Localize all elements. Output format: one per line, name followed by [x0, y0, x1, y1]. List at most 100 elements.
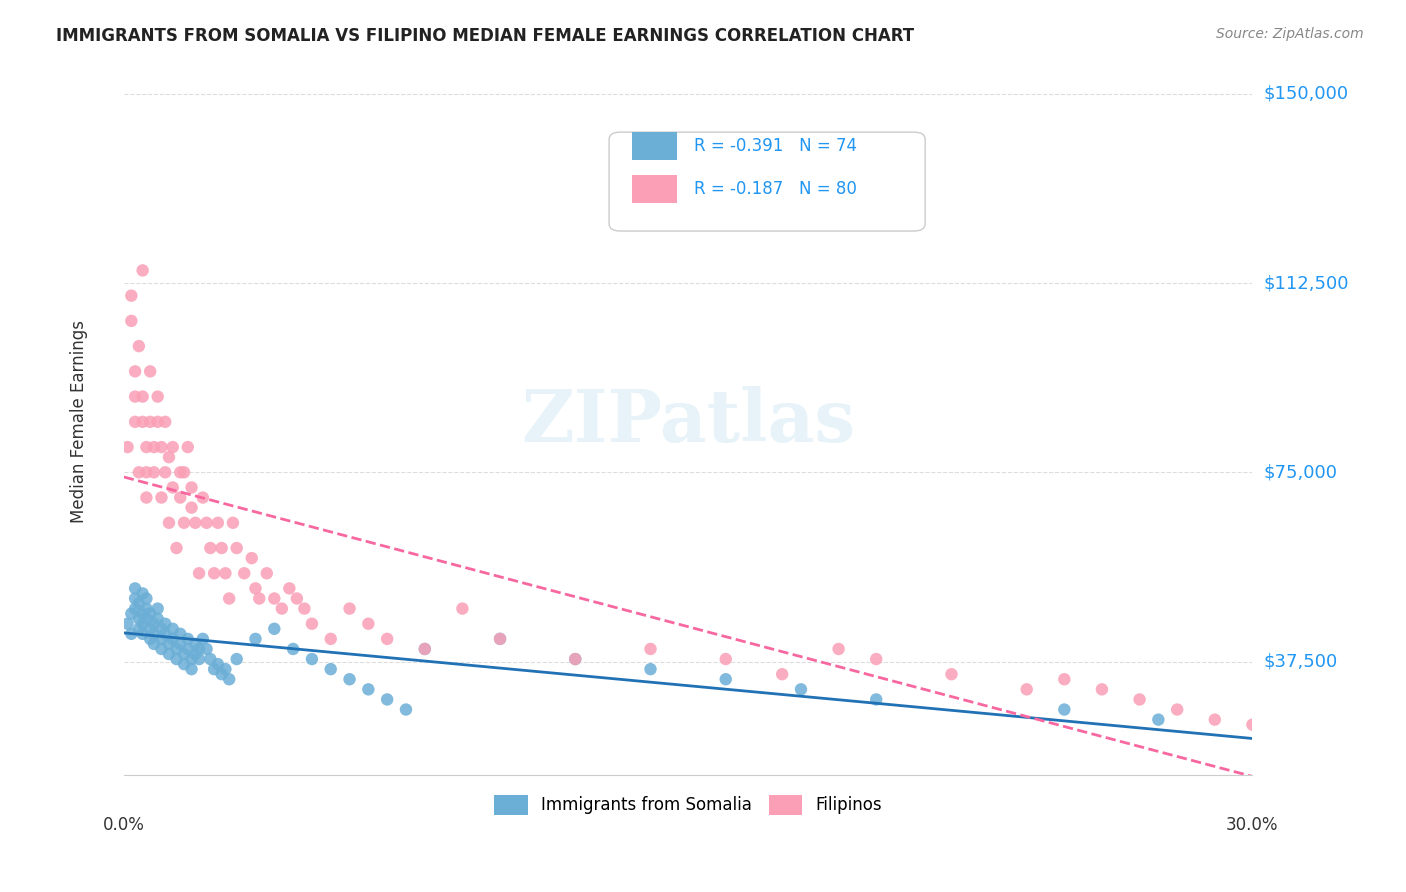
Text: R = -0.187   N = 80: R = -0.187 N = 80 — [693, 179, 856, 198]
Text: 0.0%: 0.0% — [103, 815, 145, 833]
Point — [131, 263, 153, 277]
Point — [245, 582, 267, 596]
Point — [162, 440, 184, 454]
Point — [157, 450, 180, 465]
Point — [489, 632, 512, 646]
Point — [218, 591, 240, 606]
Point — [139, 632, 162, 646]
Point — [155, 627, 177, 641]
Point — [120, 288, 142, 302]
Point — [1053, 702, 1076, 716]
Point — [128, 465, 150, 479]
Point — [195, 642, 218, 657]
Point — [146, 601, 169, 615]
Point — [714, 652, 737, 666]
Point — [451, 601, 474, 615]
Point — [319, 662, 342, 676]
Point — [1241, 717, 1264, 731]
Point — [1204, 713, 1226, 727]
Point — [202, 566, 225, 581]
Point — [169, 627, 191, 641]
Point — [184, 637, 207, 651]
Text: $112,500: $112,500 — [1264, 274, 1350, 292]
Point — [294, 601, 316, 615]
Point — [173, 647, 195, 661]
Point — [245, 632, 267, 646]
Point — [1091, 682, 1114, 697]
Point — [184, 516, 207, 530]
Point — [157, 516, 180, 530]
Text: IMMIGRANTS FROM SOMALIA VS FILIPINO MEDIAN FEMALE EARNINGS CORRELATION CHART: IMMIGRANTS FROM SOMALIA VS FILIPINO MEDI… — [56, 27, 914, 45]
Point — [564, 652, 586, 666]
Point — [135, 591, 157, 606]
Point — [188, 642, 211, 657]
Point — [180, 662, 202, 676]
Text: Source: ZipAtlas.com: Source: ZipAtlas.com — [1216, 27, 1364, 41]
Point — [301, 652, 323, 666]
Point — [357, 616, 380, 631]
Point — [413, 642, 436, 657]
Point — [177, 632, 200, 646]
Point — [339, 601, 361, 615]
Point — [166, 652, 188, 666]
Point — [218, 672, 240, 686]
Text: R = -0.391   N = 74: R = -0.391 N = 74 — [693, 137, 856, 155]
Point — [131, 586, 153, 600]
Point — [640, 642, 662, 657]
Point — [120, 627, 142, 641]
Point — [169, 491, 191, 505]
Point — [139, 622, 162, 636]
Point — [1129, 692, 1152, 706]
Text: Median Female Earnings: Median Female Earnings — [70, 320, 87, 524]
Point — [135, 601, 157, 615]
Point — [120, 607, 142, 621]
Point — [202, 662, 225, 676]
Point — [489, 632, 512, 646]
Point — [233, 566, 256, 581]
Point — [285, 591, 308, 606]
Point — [225, 541, 247, 555]
Point — [157, 647, 180, 661]
Point — [169, 465, 191, 479]
Point — [413, 642, 436, 657]
Point — [256, 566, 278, 581]
Point — [124, 390, 146, 404]
Point — [790, 682, 813, 697]
Point — [281, 642, 304, 657]
Point — [124, 591, 146, 606]
Point — [117, 616, 139, 631]
Point — [124, 364, 146, 378]
Point — [128, 597, 150, 611]
Point — [135, 465, 157, 479]
Point — [640, 662, 662, 676]
Point — [128, 339, 150, 353]
Point — [124, 582, 146, 596]
Point — [200, 541, 222, 555]
Point — [150, 491, 173, 505]
Point — [142, 637, 165, 651]
Point — [339, 672, 361, 686]
Text: ZIPatlas: ZIPatlas — [522, 386, 855, 458]
Point — [319, 632, 342, 646]
Point — [142, 440, 165, 454]
FancyBboxPatch shape — [631, 132, 676, 161]
Point — [155, 415, 177, 429]
Point — [770, 667, 793, 681]
Point — [142, 616, 165, 631]
Point — [135, 440, 157, 454]
Point — [124, 415, 146, 429]
Point — [146, 612, 169, 626]
Point — [142, 465, 165, 479]
Point — [131, 616, 153, 631]
Point — [150, 642, 173, 657]
Point — [142, 627, 165, 641]
Point — [301, 616, 323, 631]
Point — [173, 516, 195, 530]
Point — [162, 480, 184, 494]
Point — [564, 652, 586, 666]
Point — [357, 682, 380, 697]
Point — [195, 516, 218, 530]
FancyBboxPatch shape — [631, 175, 676, 202]
Point — [146, 415, 169, 429]
Point — [270, 601, 292, 615]
